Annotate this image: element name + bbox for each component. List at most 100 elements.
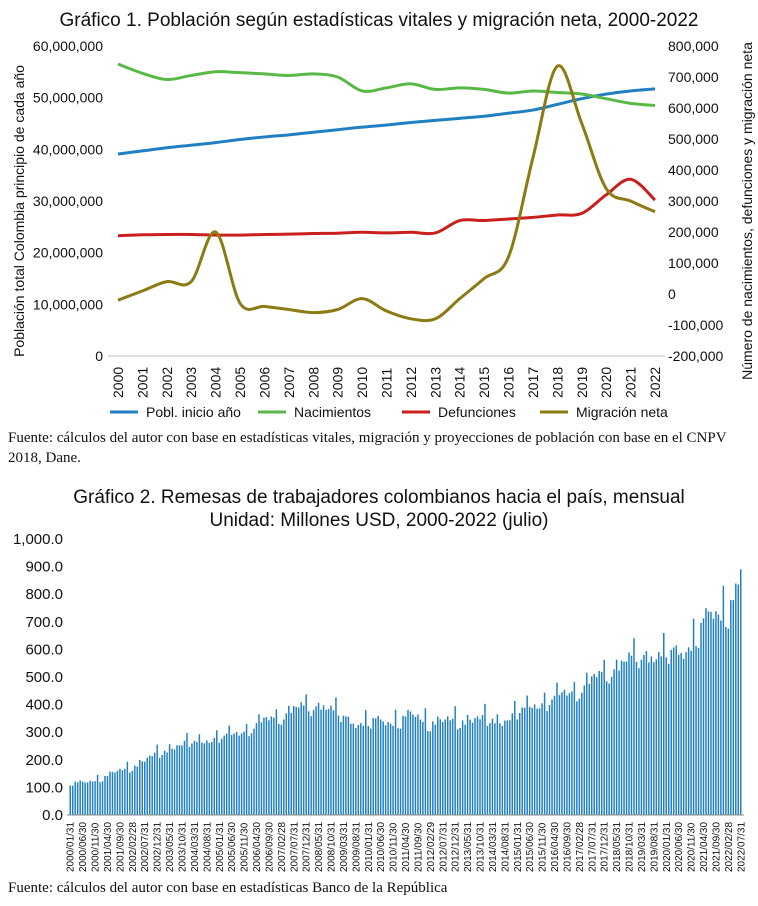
remittance-bar	[176, 745, 178, 815]
chart2-title-line1: Gráfico 2. Remesas de trabajadores colom…	[73, 487, 685, 508]
x-tick-label: 2006/04/30	[252, 822, 263, 872]
remittance-bar	[608, 683, 610, 815]
remittance-bar	[196, 741, 198, 815]
x-tick-label: 2013/05/31	[463, 822, 474, 872]
remittance-bar	[297, 707, 300, 815]
remittance-bar	[670, 649, 672, 815]
y-right-tick-label: 600,000	[668, 100, 719, 116]
remittance-bar	[476, 716, 479, 815]
remittance-bar	[615, 659, 618, 815]
remittance-bar	[451, 718, 454, 815]
remittance-bar	[181, 745, 183, 815]
x-tick-label: 2004/03/31	[190, 822, 201, 872]
remittance-bar	[725, 627, 727, 815]
remittance-bar	[293, 706, 295, 815]
remittance-bar	[672, 647, 675, 815]
x-tick-label: 2021	[623, 367, 639, 398]
x-tick-label: 2016/09/30	[562, 822, 573, 872]
remittance-bar	[317, 702, 320, 815]
x-tick-label: 2010	[354, 367, 370, 398]
x-tick-label: 2018/10/31	[625, 822, 636, 872]
remittance-bar	[491, 718, 494, 815]
remittance-bar	[146, 757, 148, 815]
remittance-bar	[235, 731, 238, 815]
x-tick-label: 2016/04/30	[550, 822, 561, 872]
y-tick-label: 600.0	[25, 641, 63, 658]
x-tick-label: 2015/01/31	[513, 822, 524, 872]
remittance-bar	[183, 740, 186, 815]
remittance-bar	[663, 633, 665, 815]
remittance-bar	[409, 711, 412, 815]
x-tick-label: 2003/05/31	[165, 822, 176, 872]
remittance-bar	[278, 723, 280, 815]
remittance-bar	[660, 656, 663, 815]
remittance-bar	[494, 723, 496, 815]
y-tick-label: 200.0	[25, 752, 63, 769]
remittance-bar	[379, 719, 382, 815]
chart1-title: Gráfico 1. Población según estadísticas …	[59, 10, 699, 31]
y-tick-label: 800.0	[25, 586, 63, 603]
remittance-bar	[238, 735, 240, 815]
remittance-bar	[424, 708, 427, 815]
remittance-bar	[446, 716, 449, 815]
remittance-bar	[300, 702, 302, 815]
remittance-bar	[735, 583, 737, 815]
remittance-bar	[151, 756, 153, 815]
x-tick-label: 2000/11/30	[91, 822, 102, 872]
remittance-bar	[705, 608, 707, 815]
remittance-bar	[312, 710, 315, 815]
remittance-bar	[650, 656, 653, 815]
remittance-bar	[178, 745, 181, 815]
remittance-bar	[399, 728, 402, 815]
y-tick-label: 300.0	[25, 724, 63, 741]
remittance-bar	[712, 618, 715, 815]
remittance-bar	[69, 785, 71, 815]
remittance-bar	[682, 658, 685, 815]
remittance-bar	[295, 707, 297, 815]
x-tick-label: 2015/06/30	[525, 822, 536, 872]
remittance-bar	[464, 724, 466, 815]
y-tick-label: 100.0	[25, 779, 63, 796]
remittance-bar	[144, 761, 146, 815]
remittance-bar	[255, 723, 258, 815]
y-right-tick-label: 400,000	[668, 162, 719, 178]
x-tick-label: 2006	[256, 367, 272, 398]
remittance-bar	[429, 731, 432, 815]
remittance-bar	[648, 662, 650, 815]
remittance-bar	[720, 620, 722, 815]
remittance-bar	[258, 714, 260, 815]
remittance-bar	[548, 705, 551, 815]
remittance-bar	[263, 717, 265, 815]
remittance-bar	[531, 707, 533, 815]
remittance-bar	[633, 638, 635, 815]
remittance-bar	[414, 716, 417, 815]
x-tick-label: 2013	[427, 367, 443, 398]
remittance-bar	[412, 714, 414, 815]
remittance-bar	[186, 732, 188, 815]
remittance-bar	[437, 716, 439, 815]
x-tick-label: 2021/09/30	[711, 822, 722, 872]
x-tick-label: 2011	[379, 368, 395, 398]
remittance-bar	[638, 668, 640, 815]
remittance-bar	[104, 775, 106, 815]
remittance-bar	[163, 750, 166, 815]
remittance-bar	[576, 701, 578, 815]
remittance-bar	[499, 723, 501, 815]
chart2-title-line2: Unidad: Millones USD, 2000-2022 (julio)	[209, 510, 549, 531]
x-tick-label: 2007/07/31	[289, 822, 300, 872]
remittance-bar	[387, 721, 389, 815]
remittance-bar	[677, 654, 680, 815]
x-tick-label: 2020/01/31	[662, 822, 673, 872]
remittance-bar	[352, 723, 355, 815]
y-tick-label: 500.0	[25, 669, 63, 686]
remittance-bar	[302, 705, 305, 815]
remittance-bar	[158, 757, 161, 815]
remittance-bar	[697, 647, 700, 815]
remittance-bar	[695, 646, 697, 815]
remittance-bar	[273, 717, 275, 815]
x-tick-label: 2019/03/31	[637, 822, 648, 872]
x-tick-label: 2005/11/30	[240, 822, 251, 872]
remittance-bar	[327, 708, 330, 815]
remittance-bar	[471, 722, 474, 815]
y-left-tick-label: 50,000,000	[33, 90, 103, 106]
